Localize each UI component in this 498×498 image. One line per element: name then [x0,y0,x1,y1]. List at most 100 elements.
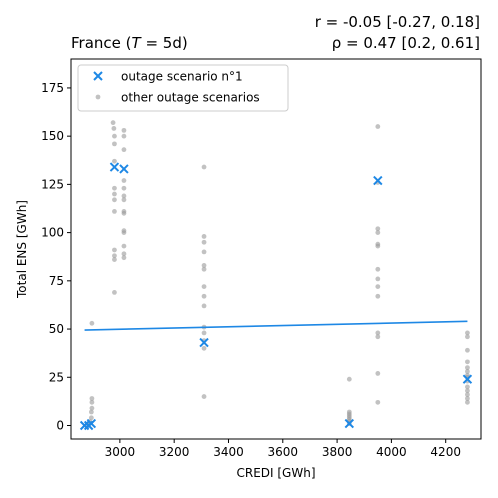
other-scenario-point [121,210,127,216]
other-scenario-point [112,191,117,197]
x-tick-label: 4000 [376,445,407,459]
other-scenario-point [121,243,127,249]
y-tick-label: 100 [41,226,64,240]
other-scenario-point [201,303,207,309]
x-tick-label: 4200 [430,445,461,459]
other-scenario-point [110,120,116,126]
other-scenario-point [89,320,95,326]
x-axis: 3000 3200 3400 3600 3800 4000 4200 [105,439,461,459]
legend-marker [95,94,101,100]
scenario-1-point [86,418,97,429]
other-scenario-point [465,330,470,336]
other-scenario-point [121,127,127,133]
other-scenario-point [121,197,127,203]
chart-title-right-line1: r = -0.05 [-0.27, 0.18] [315,13,480,31]
axes-frame [70,58,482,440]
other-scenario-point [121,255,127,261]
legend: outage scenario n°1 other outage scenario… [77,64,289,112]
chart-title-right-line2: ρ = 0.47 [0.2, 0.61] [332,34,480,52]
chart-title-left: France (T = 5d) [71,34,188,52]
x-axis-label: CREDI [GWh] [236,466,315,480]
other-scenario-point [375,399,381,405]
other-scenario-point [201,284,207,290]
other-scenario-point [375,230,381,236]
other-scenario-point [375,124,381,129]
other-scenario-point [121,133,127,139]
other-scenario-point [111,126,117,131]
other-scenario-point [112,197,117,203]
other-scenario-point [346,376,352,382]
other-scenario-point [465,388,470,394]
y-axis: 0 25 50 75 100 125 150 175 [41,81,71,432]
other-scenario-point [201,293,207,299]
other-scenario-point [201,394,207,399]
other-scenario-point [375,243,381,249]
y-tick-label: 175 [41,81,64,95]
other-scenario-point [375,266,381,272]
other-scenario-point [201,266,207,272]
legend-box [77,64,289,112]
other-scenario-point [465,399,470,405]
y-axis-label: Total ENS [GWh] [15,200,29,299]
other-scenario-point [465,392,470,398]
plot-area [79,120,473,431]
other-scenario-point [465,369,470,374]
other-scenario-point [112,208,117,214]
other-scenario-point [465,359,470,365]
other-scenario-point [201,345,207,351]
other-scenario-point [88,415,94,421]
legend-marker [93,71,103,81]
other-scenario-point [375,293,381,299]
other-scenario-point [121,185,127,191]
other-scenario-point [375,276,381,282]
scenario-1-point [373,175,383,186]
x-tick-label: 3000 [105,445,136,459]
other-scenario-point [465,347,470,353]
other-scenario-point [121,230,127,236]
other-scenario-point [375,226,381,232]
other-scenario-point [112,158,117,164]
scenario-1-point [344,418,355,429]
other-scenario-point [112,185,117,191]
legend-label: other outage scenarios [121,91,260,105]
other-scenario-point [201,262,207,268]
other-scenario-point [112,141,117,147]
y-tick-label: 150 [41,129,64,143]
other-scenario-point [121,147,127,153]
other-scenario-point [201,330,207,336]
y-tick-label: 25 [49,370,64,384]
other-scenario-point [201,239,207,245]
other-scenario-point [112,133,117,139]
other-scenario-point [121,193,127,199]
x-tick-label: 3800 [322,445,353,459]
other-scenario-point [375,330,381,336]
y-tick-label: 75 [49,274,64,288]
other-scenario-point [375,334,381,340]
other-scenario-point [121,251,127,257]
other-scenario-point [112,253,117,259]
regression-line [84,320,468,331]
other-scenario-point [465,334,470,340]
other-scenario-point [89,405,95,411]
x-tick-label: 3600 [268,445,299,459]
other-scenario-point [112,257,117,263]
other-scenario-point [121,178,127,183]
y-tick-label: 50 [49,322,64,336]
scenario-1-point [109,162,120,172]
other-scenario-point [112,247,117,253]
scenario-1-point [462,374,473,384]
other-scenario-point [201,234,207,239]
other-scenario-point [375,371,381,376]
other-scenario-point [375,284,381,290]
other-scenario-point [465,396,470,401]
other-scenario-point [465,365,470,371]
x-tick-label: 3400 [213,445,244,459]
other-scenario-point [201,249,207,255]
y-tick-label: 125 [41,177,64,191]
series-other-scenarios [84,120,470,428]
other-scenario-point [89,396,95,401]
other-scenario-point [112,290,117,295]
other-scenario-point [201,164,207,170]
y-tick-label: 0 [56,418,64,432]
